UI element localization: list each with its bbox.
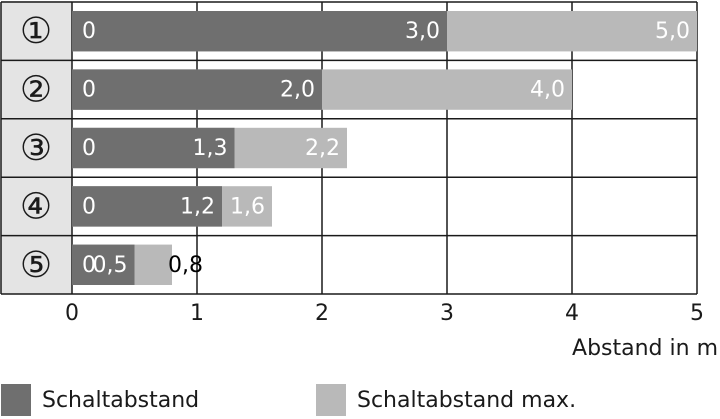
legend-swatch [1,384,31,416]
bar-start-label: 0 [82,136,96,161]
x-tick-label: 2 [315,301,329,326]
x-tick-label: 3 [440,301,454,326]
value-label: 4,0 [530,78,565,103]
value-label: 5,0 [655,19,690,44]
x-tick-label: 1 [190,301,204,326]
value-label: 1,6 [230,194,265,219]
x-tick-label: 0 [65,301,79,326]
bar-start-label: 0 [82,194,96,219]
value-label: 0,5 [93,253,128,278]
value-label: 2,2 [305,136,340,161]
value-label: 1,3 [193,136,228,161]
category-label: ④ [20,186,52,227]
legend-swatch [316,384,346,416]
value-label: 2,0 [280,78,315,103]
bar [72,186,222,227]
bar-start-label: 0 [82,19,96,44]
bar-start-label: 0 [82,78,96,103]
x-tick-label: 4 [565,301,579,326]
value-label: 3,0 [405,19,440,44]
category-label: ③ [20,128,52,169]
bar [72,244,135,285]
x-tick-label: 5 [690,301,704,326]
value-label: 1,2 [180,194,215,219]
category-column [1,1,72,294]
bar-start-label: 0 [82,253,96,278]
legend-label: Schaltabstand max. [357,388,576,413]
value-label: 0,8 [168,253,203,278]
category-label: ① [20,11,52,52]
bar [72,69,322,110]
category-label: ② [20,70,52,111]
x-axis-label: Abstand in m [572,336,718,361]
legend-label: Schaltabstand [42,388,199,413]
bar [72,11,447,52]
bar [72,127,235,169]
category-label: ⑤ [20,245,52,286]
